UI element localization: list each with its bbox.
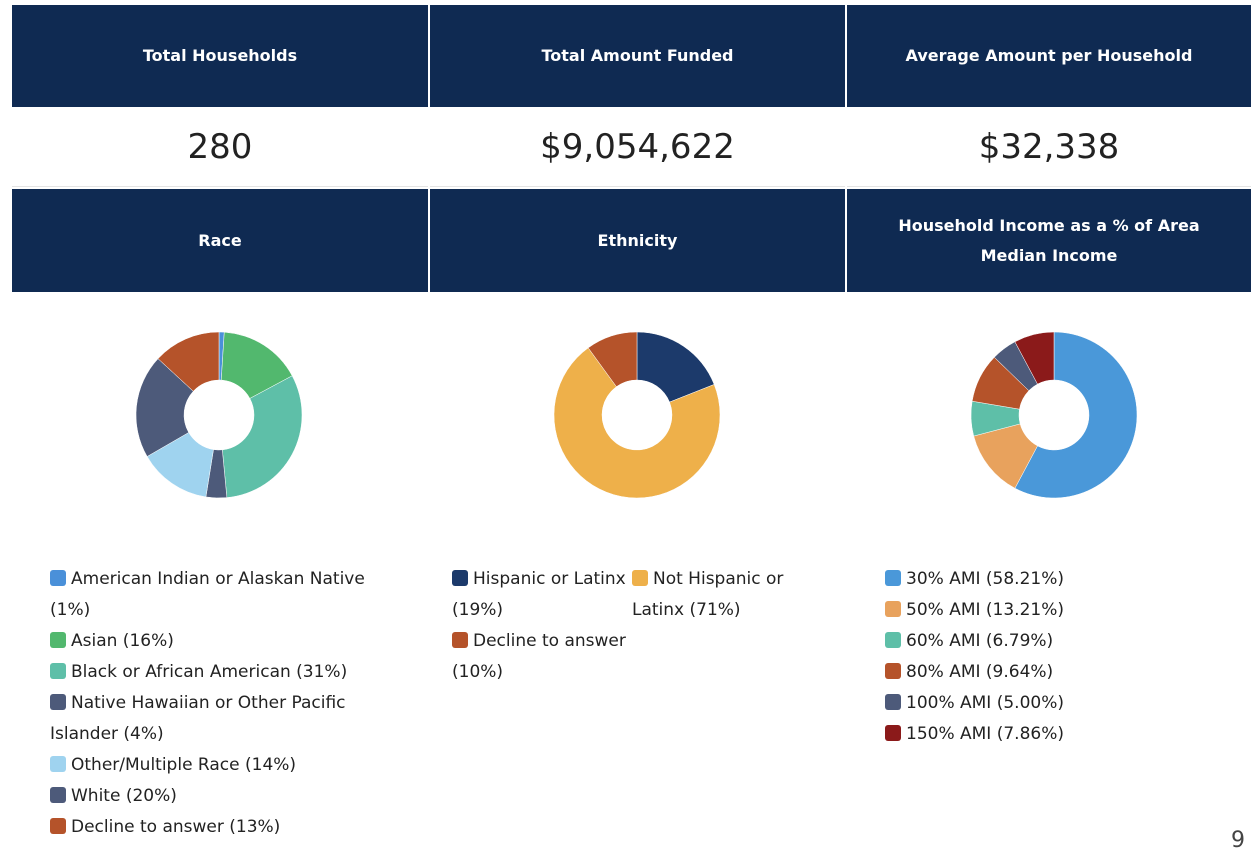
legend-item: Other/Multiple Race (14%) [50,750,370,781]
column: Average Amount per Household $32,338 House… [847,5,1251,855]
legend-label: American Indian or Alaskan Native (1%) [50,569,365,620]
legend-label: 60% AMI (6.79%) [906,631,1054,651]
legend-label: 150% AMI (7.86%) [906,724,1064,744]
stat-value: $32,338 [847,107,1251,187]
donut-slice [222,375,303,498]
legend-label: Not Hispanic or Latinx (71%) [632,569,784,620]
legend-item: 60% AMI (6.79%) [885,626,1215,657]
legend-label: White (20%) [71,786,177,806]
stat-value: $9,054,622 [430,107,845,187]
legend-label: Asian (16%) [71,631,174,651]
chart-title: Household Income as a % of Area Median I… [847,189,1251,292]
legend-swatch [452,632,468,648]
legend-item: Native Hawaiian or Other Pacific Islande… [50,688,370,750]
legend-swatch [50,663,66,679]
legend-item: Not Hispanic or Latinx (71%) [632,564,812,626]
legend-item: 30% AMI (58.21%) [885,564,1215,595]
donut-chart [135,331,303,499]
legend-item: 80% AMI (9.64%) [885,657,1215,688]
legend-swatch [885,694,901,710]
legend: American Indian or Alaskan Native (1%) As… [50,564,370,843]
legend-item: 150% AMI (7.86%) [885,719,1215,750]
chart-title: Race [12,189,428,292]
legend-item: White (20%) [50,781,370,812]
column: Total Households 280 Race American Indian o… [12,5,428,855]
legend-swatch [885,663,901,679]
legend-swatch [632,570,648,586]
chart-body: Hispanic or Latinx (19%) Not Hispanic or … [430,292,845,854]
legend-label: Hispanic or Latinx (19%) [452,569,626,620]
legend-swatch [885,570,901,586]
legend-label: Decline to answer (13%) [71,817,281,837]
legend-swatch [50,787,66,803]
chart-body: American Indian or Alaskan Native (1%) As… [12,292,428,854]
legend-label: 30% AMI (58.21%) [906,569,1064,589]
legend-item: Asian (16%) [50,626,370,657]
legend-item: Decline to answer (10%) [452,626,632,688]
legend-swatch [885,632,901,648]
legend-swatch [50,818,66,834]
legend-item: American Indian or Alaskan Native (1%) [50,564,370,626]
donut-chart [970,331,1138,499]
stat-title: Total Households [12,5,428,107]
donut-slice [636,331,715,403]
chart-title: Ethnicity [430,189,845,292]
legend-swatch [885,725,901,741]
legend-item: 50% AMI (13.21%) [885,595,1215,626]
page-number: 9 [1231,828,1245,853]
legend-item: Decline to answer (13%) [50,812,370,843]
donut-slice [1014,331,1138,499]
legend-swatch [50,570,66,586]
chart-body: 30% AMI (58.21%) 50% AMI (13.21%) 60% AMI … [847,292,1251,854]
donut-slice [157,331,220,392]
legend-label: Black or African American (31%) [71,662,348,682]
legend-swatch [50,694,66,710]
stat-title: Total Amount Funded [430,5,845,107]
legend-label: 50% AMI (13.21%) [906,600,1064,620]
legend: Hispanic or Latinx (19%) Not Hispanic or … [452,564,832,688]
stat-value: 280 [12,107,428,187]
legend-swatch [50,632,66,648]
donut-chart [553,331,721,499]
legend-item: Hispanic or Latinx (19%) [452,564,632,626]
legend-swatch [452,570,468,586]
legend-label: 80% AMI (9.64%) [906,662,1054,682]
donut-slice [587,331,638,388]
legend-swatch [885,601,901,617]
legend-label: 100% AMI (5.00%) [906,693,1064,713]
stat-title: Average Amount per Household [847,5,1251,107]
legend-label: Native Hawaiian or Other Pacific Islande… [50,693,346,744]
column: Total Amount Funded $9,054,622 Ethnicity Hi… [430,5,845,855]
legend-swatch [50,756,66,772]
donut-slice [1014,331,1055,385]
legend-label: Other/Multiple Race (14%) [71,755,297,775]
legend-item: 100% AMI (5.00%) [885,688,1215,719]
legend-item: Black or African American (31%) [50,657,370,688]
legend-label: Decline to answer (10%) [452,631,626,682]
legend: 30% AMI (58.21%) 50% AMI (13.21%) 60% AMI … [885,564,1215,750]
donut-slice [553,347,721,499]
